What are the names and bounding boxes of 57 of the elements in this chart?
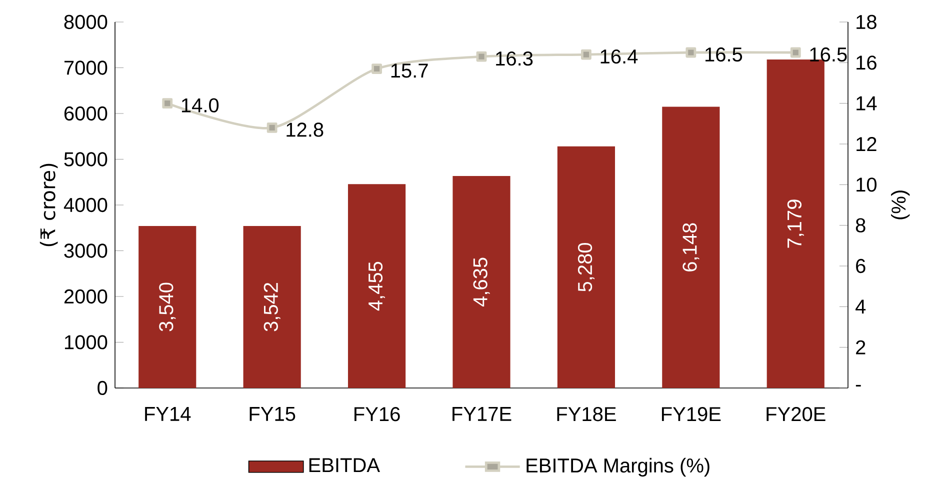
legend-label: EBITDA [309, 458, 380, 472]
y2-tick-label: 2 [856, 340, 866, 354]
y2-tick-label: 16 [856, 56, 876, 70]
y2-tick-label: 10 [856, 178, 877, 192]
bar [348, 184, 406, 388]
data-label: 3,542 [264, 282, 280, 332]
y2-tick-label: 12 [856, 137, 876, 151]
y-tick-label: 5000 [64, 152, 108, 166]
bar [243, 226, 301, 388]
y-tick-label: 2000 [64, 289, 108, 304]
bar [557, 146, 616, 388]
data-label: 14.0 [182, 98, 219, 112]
data-label: 16.3 [496, 51, 533, 66]
data-label: 4,455 [368, 262, 385, 311]
x-tick-label: FY17E [452, 407, 512, 421]
x-tick-label: FY19E [662, 407, 721, 422]
data-label: 16.5 [810, 47, 847, 62]
point [581, 49, 592, 60]
y2-tick-label: 18 [856, 14, 876, 30]
y2-tick-label: 14 [856, 96, 877, 110]
y-tick-label: 1000 [64, 335, 108, 350]
data-label: 15.7 [391, 64, 428, 78]
data-label: 12.8 [286, 122, 324, 137]
point [686, 47, 696, 58]
x-tick-label: FY14 [145, 407, 191, 421]
y-axis-title: (₹ crore) [40, 164, 58, 246]
y-tick-label: 7000 [64, 60, 108, 75]
y-tick-label: 8000 [64, 14, 108, 30]
bar [138, 226, 196, 388]
point [476, 51, 487, 62]
data-label: 16.4 [600, 49, 638, 64]
point [266, 122, 278, 133]
x-tick-label: FY15 [250, 407, 296, 421]
y-tick-label: 0 [98, 380, 108, 396]
bar [452, 176, 510, 388]
y2-tick-label: 4 [856, 300, 866, 314]
bar [662, 106, 720, 388]
y-tick-label: 4000 [64, 198, 108, 212]
x-tick-label: FY16 [354, 407, 400, 422]
legend-label: EBITDA Margins (%) [526, 458, 710, 477]
data-label: 6,148 [682, 223, 700, 272]
y-tick-label: 3000 [64, 244, 108, 258]
point [162, 98, 173, 109]
point [790, 47, 801, 58]
y2-tick-label: 6 [856, 258, 866, 274]
x-tick-label: FY18E [557, 407, 616, 422]
data-label: 5,280 [578, 242, 594, 292]
data-label: 3,540 [159, 282, 176, 332]
data-label: 16.5 [706, 47, 742, 62]
x-tick-label: FY20E [766, 407, 826, 422]
y2-tick-label: - [856, 384, 861, 386]
y2-tick-label: 8 [856, 218, 866, 232]
y-tick-label: 6000 [64, 106, 108, 121]
data-label: 4,635 [473, 258, 490, 307]
y2-axis-title: (%) [891, 190, 910, 220]
point [372, 64, 382, 74]
data-label: 7,179 [787, 200, 804, 248]
